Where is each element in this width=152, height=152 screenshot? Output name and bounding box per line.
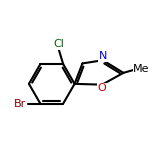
Text: Br: Br bbox=[14, 99, 26, 109]
Text: O: O bbox=[98, 83, 107, 93]
Text: Me: Me bbox=[133, 64, 150, 74]
Text: Cl: Cl bbox=[53, 39, 64, 49]
Text: N: N bbox=[99, 51, 107, 61]
